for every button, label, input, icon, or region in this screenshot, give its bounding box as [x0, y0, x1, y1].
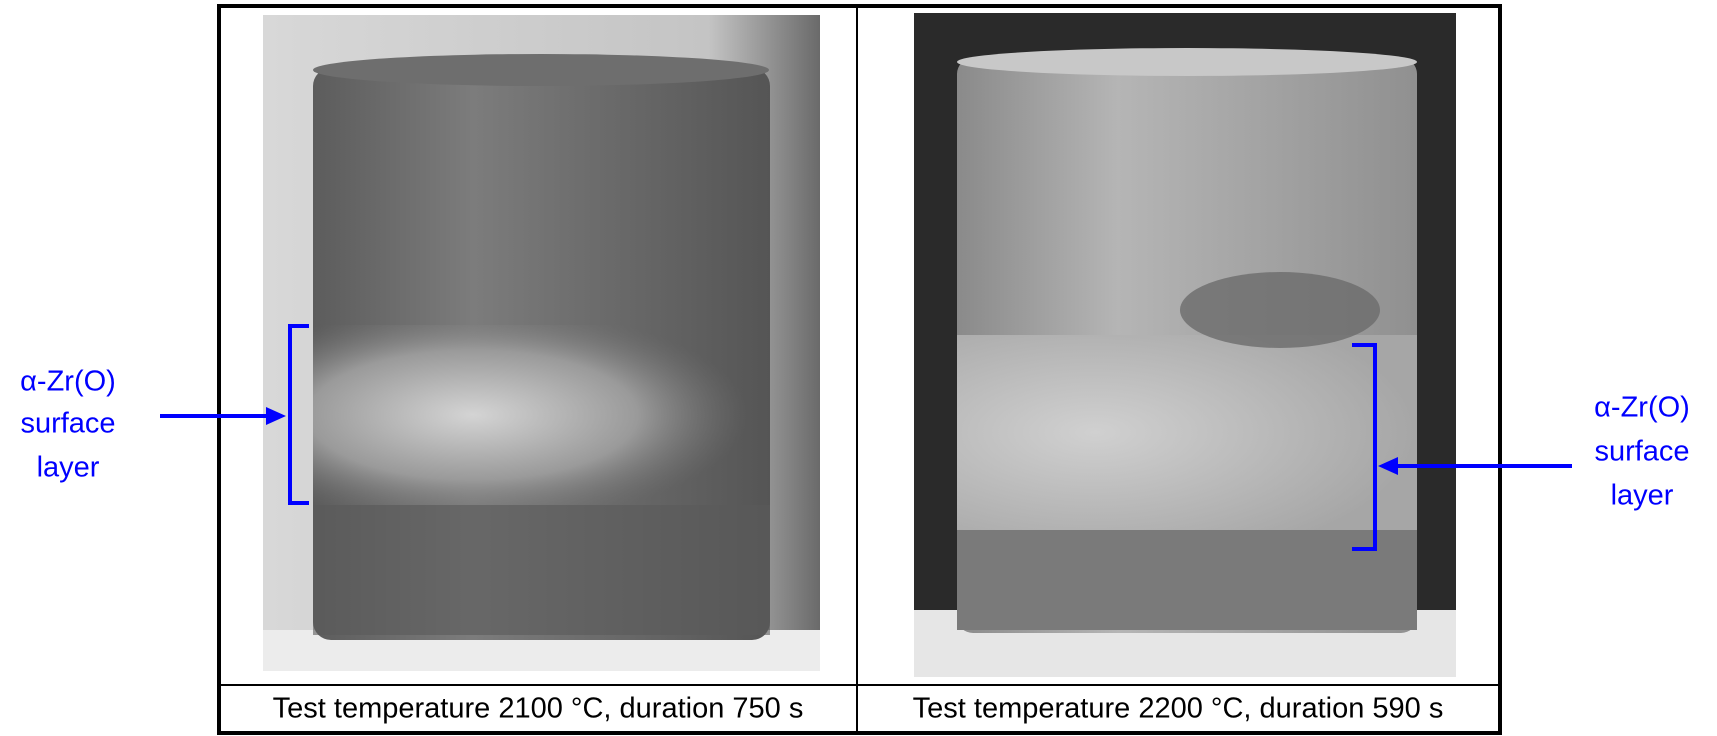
- annotation-left: [160, 324, 309, 505]
- caption: Test temperature 2100 °C, duration 750 s: [273, 693, 804, 725]
- annotation-text: layer: [37, 452, 100, 484]
- annotation-text: surface: [1594, 436, 1689, 468]
- table-frame: [217, 4, 1502, 735]
- caption: Test temperature 2200 °C, duration 590 s: [913, 693, 1444, 725]
- annotation-text: layer: [1611, 480, 1674, 512]
- annotation-text: surface: [20, 408, 115, 440]
- photo-left: [263, 15, 820, 671]
- annotation-text: α-Zr(O): [1594, 392, 1690, 424]
- annotation-right: [1352, 343, 1572, 551]
- annotation-text: α-Zr(O): [20, 366, 116, 398]
